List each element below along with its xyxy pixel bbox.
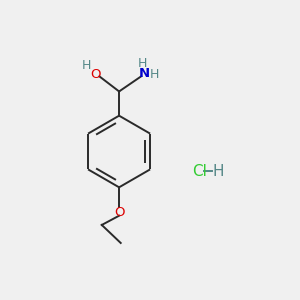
- Text: O: O: [114, 206, 124, 218]
- Text: N: N: [138, 67, 149, 80]
- Text: H: H: [81, 59, 91, 72]
- Text: H: H: [137, 56, 147, 70]
- Text: H: H: [150, 68, 159, 81]
- Text: Cl: Cl: [192, 164, 207, 178]
- Text: O: O: [90, 68, 101, 81]
- Text: H: H: [213, 164, 224, 178]
